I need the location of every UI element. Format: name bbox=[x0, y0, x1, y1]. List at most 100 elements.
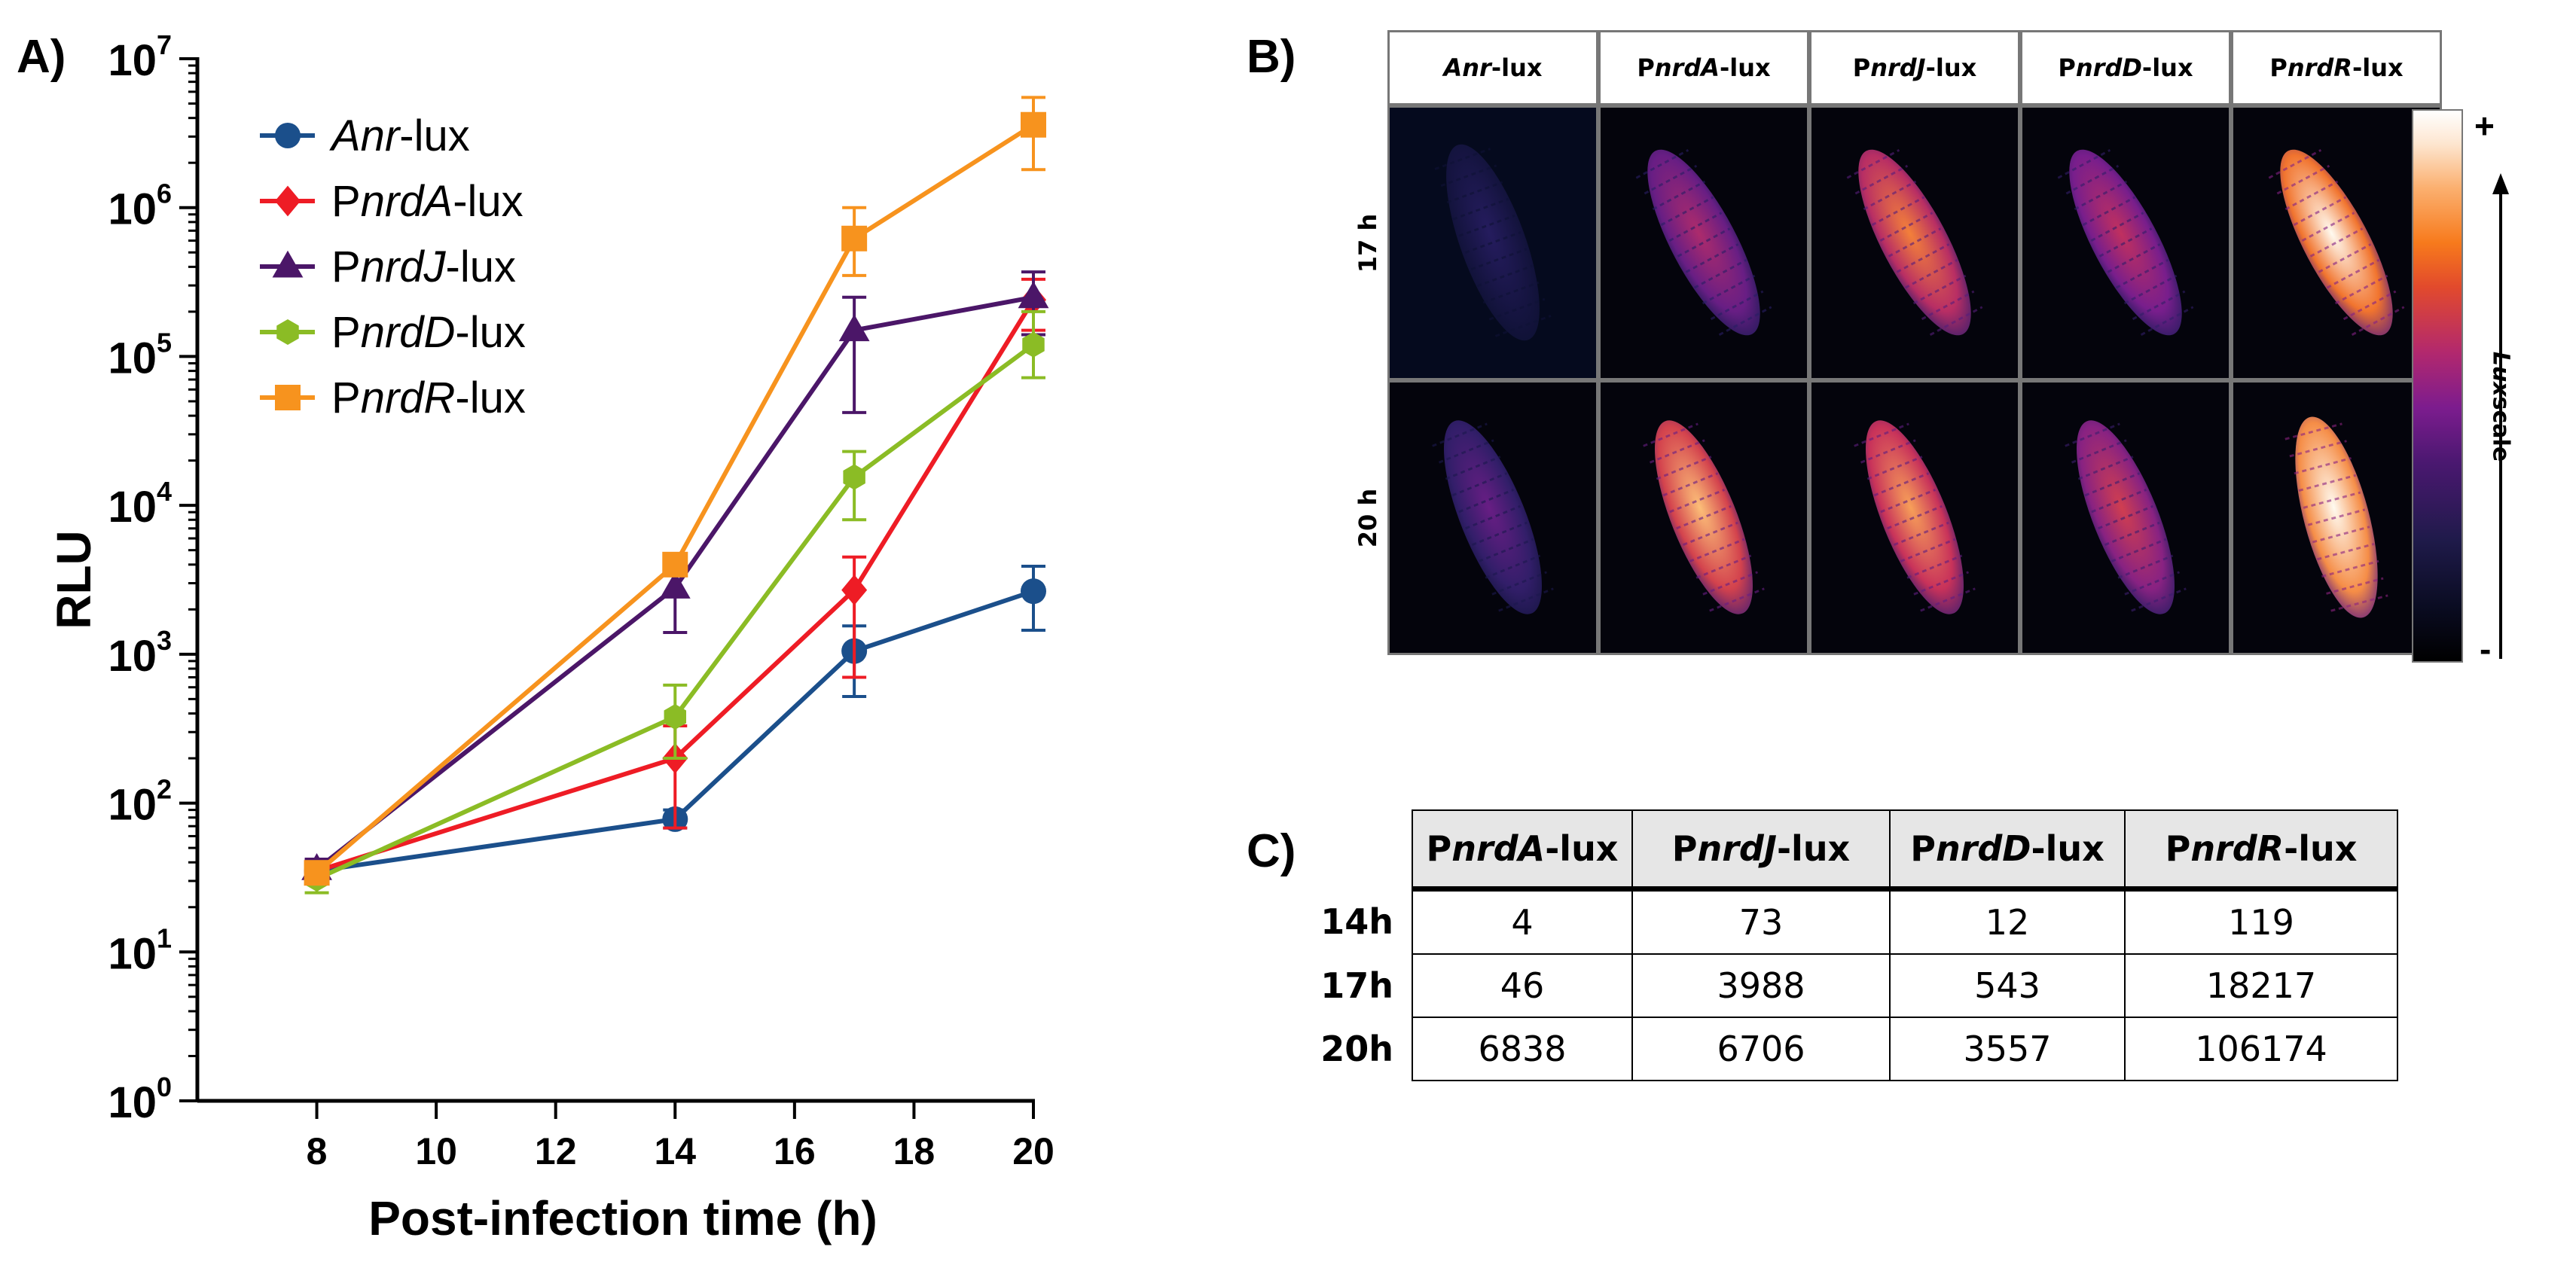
x-tick-label: 14 bbox=[654, 1130, 696, 1172]
table-cell: 106174 bbox=[2124, 1017, 2398, 1081]
larva-segment bbox=[1494, 315, 1552, 337]
larva-segment bbox=[1863, 180, 1917, 211]
larva-segment bbox=[1900, 538, 1956, 562]
larva-segment bbox=[1451, 472, 1508, 497]
panel-c-label: C) bbox=[1247, 825, 1296, 877]
legend-label: PnrdA-lux bbox=[331, 177, 523, 226]
larva-segment bbox=[1464, 231, 1521, 254]
y-tick-label: 103 bbox=[108, 625, 172, 681]
data-point bbox=[843, 464, 865, 490]
series-PnrdR-lux bbox=[304, 96, 1046, 886]
x-tick-label: 10 bbox=[415, 1130, 457, 1172]
table-cell: 6706 bbox=[1631, 1017, 1891, 1081]
larva-segment bbox=[2307, 508, 2366, 526]
larva-segment bbox=[1656, 456, 1712, 480]
larva-segment bbox=[2090, 212, 2144, 242]
larva-segment bbox=[2107, 243, 2161, 273]
larva-segment bbox=[1710, 290, 1764, 321]
larva-image bbox=[1598, 380, 1809, 655]
larva-image bbox=[2020, 105, 2231, 380]
larva-segment bbox=[1677, 227, 1731, 258]
data-point bbox=[1021, 578, 1046, 605]
larva-segment bbox=[1689, 538, 1745, 562]
lux-scale-bar bbox=[2412, 109, 2463, 663]
larva-image bbox=[1387, 105, 1598, 380]
larva-segment bbox=[2312, 526, 2370, 544]
larva-segment bbox=[2117, 554, 2174, 579]
larva-segment bbox=[1846, 149, 1900, 179]
legend-label: PnrdR-lux bbox=[331, 373, 526, 422]
larva-segment bbox=[2334, 274, 2388, 305]
larva-segment bbox=[2111, 538, 2167, 562]
larva-segment bbox=[1912, 274, 1967, 305]
table-row-label: 17h bbox=[1320, 965, 1393, 1006]
table-cell: 3988 bbox=[1631, 953, 1891, 1018]
larva-segment bbox=[1669, 489, 1726, 514]
larva-segment bbox=[2074, 180, 2128, 211]
larva-segment bbox=[1440, 164, 1497, 187]
data-point bbox=[659, 572, 691, 599]
larva-segment bbox=[1702, 274, 1756, 305]
larva-segment bbox=[1644, 164, 1698, 195]
table-cell: 12 bbox=[1889, 888, 2126, 955]
series-line bbox=[316, 589, 1034, 873]
larva-segment bbox=[1873, 472, 1930, 497]
chart-legend: Anr-lux PnrdA-lux PnrdJ-lux PnrdD-lux PnrdR-… bbox=[260, 111, 526, 422]
larva-segment bbox=[2316, 543, 2375, 561]
data-point bbox=[304, 860, 330, 886]
table-header-nrdJ: PnrdJ-lux bbox=[1631, 809, 1891, 892]
larva-segment bbox=[1718, 306, 1772, 336]
larva-segment bbox=[1491, 571, 1548, 596]
legend-marker bbox=[276, 319, 299, 345]
larva-segment bbox=[1478, 538, 1534, 562]
data-point bbox=[838, 314, 870, 342]
data-point bbox=[841, 575, 868, 605]
scale-minus: - bbox=[2480, 629, 2492, 669]
larva-image bbox=[1809, 380, 2020, 655]
data-point bbox=[1018, 281, 1049, 309]
data-point bbox=[662, 551, 688, 578]
table-corner bbox=[1311, 810, 1412, 889]
larva-segment bbox=[2140, 306, 2194, 336]
larva-segment bbox=[1685, 243, 1739, 273]
larva-segment bbox=[2326, 577, 2384, 595]
larva-segment bbox=[2309, 227, 2364, 258]
larva-segment bbox=[2285, 180, 2339, 211]
larva-segment bbox=[1854, 422, 1909, 447]
larva-segment bbox=[2082, 196, 2136, 227]
larva-segment bbox=[1866, 456, 1923, 480]
y-tick-label: 100 bbox=[108, 1071, 172, 1127]
larva-segment bbox=[2057, 149, 2111, 179]
y-tick-label: 102 bbox=[108, 774, 172, 830]
table-row: 14h 4 73 12 119 bbox=[1311, 888, 2398, 955]
data-point bbox=[841, 225, 868, 251]
larva-segment bbox=[1693, 258, 1747, 289]
larva-segment bbox=[2091, 489, 2147, 514]
larva-segment bbox=[1929, 306, 1983, 336]
larva-segment bbox=[1452, 197, 1509, 221]
table-cell: 46 bbox=[1412, 953, 1633, 1018]
larva-segment bbox=[2326, 258, 2380, 289]
y-tick-label: 104 bbox=[108, 476, 172, 532]
larva-image bbox=[1809, 105, 2020, 380]
larva-segment bbox=[2303, 491, 2361, 509]
larva-segment bbox=[1702, 571, 1759, 596]
legend-marker bbox=[275, 123, 301, 148]
larva-segment bbox=[2065, 422, 2120, 447]
y-tick-label: 107 bbox=[108, 29, 172, 85]
larva-segment bbox=[2321, 559, 2379, 578]
larva-segment bbox=[1488, 297, 1546, 321]
larva-segment bbox=[1860, 439, 1916, 464]
larva-segment bbox=[1485, 554, 1541, 579]
larva-segment bbox=[2077, 456, 2134, 480]
larva-image bbox=[1387, 380, 1598, 655]
panel-a-label: A) bbox=[17, 31, 66, 83]
larva-image bbox=[2020, 380, 2231, 655]
larva-segment bbox=[1913, 571, 1970, 596]
larva-segment bbox=[1470, 248, 1528, 271]
larva-segment bbox=[1458, 489, 1515, 514]
scale-label-rest: scale bbox=[2487, 396, 2514, 462]
